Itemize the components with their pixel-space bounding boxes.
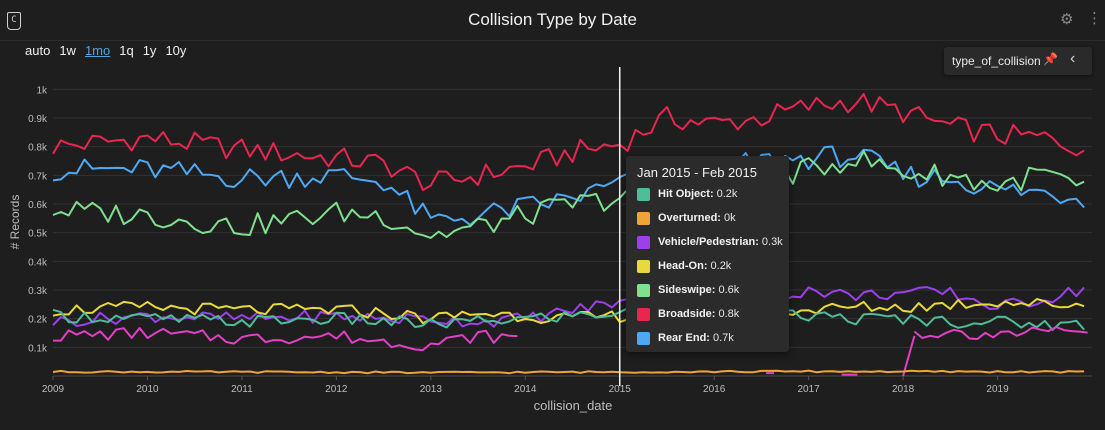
hit-object-swatch bbox=[637, 187, 650, 201]
tooltip-row: Head-On: 0.2k bbox=[637, 258, 731, 274]
head-on-swatch bbox=[637, 259, 650, 273]
tooltip-series-name: Overturned bbox=[658, 212, 718, 224]
x-tick-label: 2017 bbox=[798, 384, 821, 395]
sideswipe-swatch bbox=[637, 283, 650, 297]
zoom-10y[interactable]: 10y bbox=[165, 43, 187, 58]
chart-header: C Collision Type by Date ⚙ ⋮ bbox=[0, 0, 1105, 41]
x-tick-labels: 2009 2010 2011 2012 2013 2014 2015 2016 2017 2018… bbox=[42, 376, 1009, 395]
vehicle-pedestrian-swatch bbox=[637, 235, 650, 249]
y-tick-labels: 0.1k 0.2k 0.3k 0.4k 0.5k 0.6k 0.7k 0.8k 0.9k 1k bbox=[28, 85, 48, 354]
tooltip-row: Sideswipe: 0.6k bbox=[637, 282, 739, 298]
tooltip-series-name: Rear End bbox=[658, 332, 707, 344]
y-tick-label: 0.7k bbox=[28, 171, 48, 182]
tooltip-row: Rear End: 0.7k bbox=[637, 330, 734, 346]
tooltip-series-value: 0.2k bbox=[716, 188, 738, 200]
tooltip-series-value: 0.2k bbox=[710, 260, 732, 272]
y-tick-label: 0.5k bbox=[28, 229, 48, 240]
tooltip-series-name: Head-On bbox=[658, 260, 704, 272]
legend-field-label: type_of_collision bbox=[952, 54, 1041, 68]
zoom-1y[interactable]: 1y bbox=[142, 43, 157, 58]
x-tick-label: 2015 bbox=[609, 384, 632, 395]
zoom-auto[interactable]: auto bbox=[25, 43, 51, 58]
x-tick-label: 2019 bbox=[986, 384, 1009, 395]
rear-end-swatch bbox=[637, 331, 650, 345]
zoom-1w[interactable]: 1w bbox=[59, 43, 76, 58]
tooltip-series-name: Vehicle/Pedestrian bbox=[658, 236, 756, 248]
tooltip-series-name: Broadside bbox=[658, 308, 712, 320]
tooltip-series-value: 0k bbox=[723, 212, 736, 224]
broadside-swatch bbox=[637, 307, 650, 321]
zoom-1mo[interactable]: 1mo bbox=[84, 43, 111, 58]
x-tick-label: 2010 bbox=[136, 384, 159, 395]
y-tick-label: 1k bbox=[36, 85, 48, 96]
tooltip-series-value: 0.7k bbox=[712, 332, 734, 344]
series-lines bbox=[52, 93, 1088, 377]
x-axis-label: collision_date bbox=[534, 398, 613, 413]
tooltip-title: Jan 2015 - Feb 2015 bbox=[637, 165, 757, 180]
series-line bbox=[52, 145, 1085, 226]
y-tick-label: 0.8k bbox=[28, 143, 48, 154]
y-tick-label: 0.1k bbox=[28, 343, 48, 354]
x-tick-label: 2016 bbox=[703, 384, 726, 395]
series-line bbox=[52, 369, 1085, 375]
series-line bbox=[52, 307, 1085, 331]
x-tick-label: 2014 bbox=[514, 384, 537, 395]
pin-icon[interactable]: 📌 bbox=[1043, 52, 1058, 66]
grid-lines bbox=[53, 88, 1092, 377]
tooltip-series-name: Sideswipe bbox=[658, 284, 712, 296]
y-tick-label: 0.4k bbox=[28, 257, 48, 268]
x-tick-label: 2012 bbox=[325, 384, 348, 395]
x-tick-label: 2013 bbox=[420, 384, 443, 395]
series-line bbox=[52, 93, 1085, 191]
series-line bbox=[52, 150, 1085, 239]
tooltip-series-value: 0.6k bbox=[718, 284, 740, 296]
gear-icon[interactable]: ⚙ bbox=[1060, 11, 1074, 28]
series-line bbox=[53, 327, 518, 352]
hover-tooltip: Jan 2015 - Feb 2015 Hit Object: 0.2k Ove… bbox=[626, 156, 789, 352]
series-line bbox=[52, 286, 1085, 328]
tooltip-row: Overturned: 0k bbox=[637, 210, 736, 226]
chevron-left-icon[interactable]: ‹ bbox=[1070, 50, 1076, 67]
legend-panel[interactable]: type_of_collision 📌 ‹ bbox=[944, 47, 1092, 75]
tooltip-row: Hit Object: 0.2k bbox=[637, 186, 737, 202]
tooltip-series-name: Hit Object bbox=[658, 188, 710, 200]
database-icon: C bbox=[7, 12, 21, 30]
series-line bbox=[902, 335, 916, 377]
zoom-selector: auto 1w 1mo 1q 1y 10y bbox=[25, 43, 186, 58]
tooltip-series-value: 0.8k bbox=[718, 308, 740, 320]
chart-title: Collision Type by Date bbox=[468, 10, 637, 29]
x-tick-label: 2011 bbox=[231, 384, 253, 395]
tooltip-series-value: 0.3k bbox=[761, 236, 783, 248]
y-tick-label: 0.9k bbox=[28, 114, 48, 125]
tooltip-row: Broadside: 0.8k bbox=[637, 306, 739, 322]
overturned-swatch bbox=[637, 211, 650, 225]
series-line bbox=[913, 326, 1088, 340]
y-tick-label: 0.6k bbox=[28, 200, 48, 211]
more-options-icon[interactable]: ⋮ bbox=[1087, 10, 1102, 27]
y-tick-label: 0.3k bbox=[28, 286, 48, 297]
tooltip-row: Vehicle/Pedestrian: 0.3k bbox=[637, 234, 783, 250]
x-tick-label: 2009 bbox=[42, 384, 65, 395]
y-axis-label: # Records bbox=[8, 195, 22, 250]
x-tick-label: 2018 bbox=[892, 384, 915, 395]
zoom-1q[interactable]: 1q bbox=[119, 43, 134, 58]
y-tick-label: 0.2k bbox=[28, 315, 48, 326]
